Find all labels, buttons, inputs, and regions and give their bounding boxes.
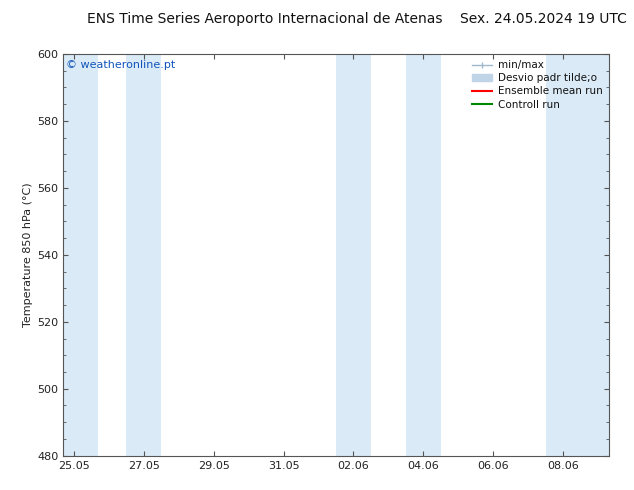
Text: Sex. 24.05.2024 19 UTC: Sex. 24.05.2024 19 UTC [460, 12, 626, 26]
Bar [406, 54, 441, 456]
Bar [126, 54, 161, 456]
Text: ENS Time Series Aeroporto Internacional de Atenas: ENS Time Series Aeroporto Internacional … [87, 12, 443, 26]
Bar [581, 54, 609, 456]
Text: © weatheronline.pt: © weatheronline.pt [66, 60, 176, 70]
Legend: min/max, Desvio padr tilde;o, Ensemble mean run, Controll run: min/max, Desvio padr tilde;o, Ensemble m… [467, 56, 607, 114]
Bar [546, 54, 581, 456]
Y-axis label: Temperature 850 hPa (°C): Temperature 850 hPa (°C) [23, 182, 33, 327]
Bar [63, 54, 98, 456]
Bar [336, 54, 371, 456]
